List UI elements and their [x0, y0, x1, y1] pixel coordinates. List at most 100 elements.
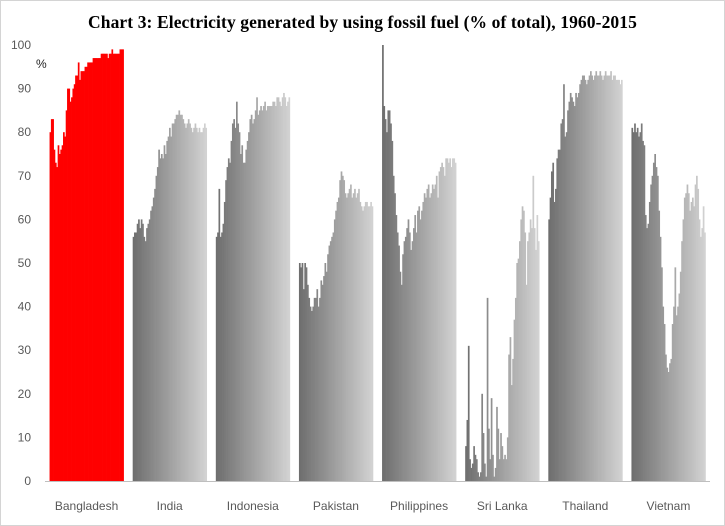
bar-india	[190, 127, 193, 481]
bar-indonesia	[262, 106, 265, 481]
bar-thailand	[583, 75, 585, 482]
bar-sri-lanka	[529, 219, 532, 481]
bar-philippines	[430, 193, 433, 482]
bar-indonesia	[260, 106, 262, 481]
bar-bangladesh	[84, 66, 87, 482]
bar-pakistan	[356, 193, 359, 482]
bar-vietnam	[665, 354, 667, 481]
bar-india	[163, 145, 166, 481]
bar-pakistan	[336, 201, 339, 481]
bar-indonesia	[240, 154, 242, 481]
bar-india	[142, 223, 144, 481]
bar-bangladesh	[116, 53, 119, 481]
bar-bangladesh	[65, 110, 68, 482]
bar-vietnam	[651, 175, 654, 482]
bar-vietnam	[667, 372, 670, 481]
bar-india	[138, 219, 140, 481]
bar-india	[205, 127, 208, 481]
bar-bangladesh	[80, 71, 83, 481]
x-category-label: Pakistan	[313, 499, 359, 513]
bar-sri-lanka	[536, 215, 539, 482]
bar-philippines	[434, 184, 437, 481]
bar-pakistan	[329, 241, 332, 481]
bar-thailand	[565, 132, 568, 481]
bar-indonesia	[252, 123, 254, 481]
bar-india	[132, 236, 135, 481]
bar-bangladesh	[106, 53, 108, 481]
bar-philippines	[414, 215, 417, 482]
bar-thailand	[551, 171, 553, 481]
bar-indonesia	[258, 110, 261, 482]
bar-philippines	[431, 184, 434, 481]
bar-pakistan	[348, 188, 351, 481]
bar-bangladesh	[99, 58, 102, 481]
bar-indonesia	[217, 232, 219, 481]
bar-vietnam	[673, 306, 675, 481]
bar-india	[139, 228, 142, 481]
bar-indonesia	[250, 114, 253, 481]
bar-india	[195, 127, 198, 481]
y-axis-unit-label: %	[36, 57, 47, 71]
bar-philippines	[419, 219, 422, 481]
bar-sri-lanka	[531, 228, 533, 481]
bar-pakistan	[323, 276, 325, 481]
bar-bangladesh	[60, 149, 63, 481]
bar-india	[159, 158, 162, 482]
bar-bangladesh	[93, 58, 96, 481]
bar-indonesia	[233, 119, 235, 482]
bar-bangladesh	[122, 49, 124, 482]
bar-thailand	[552, 162, 555, 481]
y-tick-label: 70	[18, 169, 32, 183]
bar-philippines	[454, 162, 457, 481]
bar-sri-lanka	[493, 476, 496, 481]
bar-indonesia	[245, 149, 248, 481]
bar-philippines	[406, 228, 408, 481]
bar-pakistan	[321, 284, 324, 481]
y-tick-label: 0	[24, 474, 31, 488]
bar-pakistan	[363, 206, 366, 481]
bar-vietnam	[644, 215, 647, 482]
bar-indonesia	[264, 101, 266, 482]
bar-vietnam	[689, 210, 691, 481]
bar-bangladesh	[58, 154, 61, 481]
bar-indonesia	[222, 223, 225, 481]
bar-india	[143, 236, 146, 481]
bar-thailand	[573, 106, 576, 481]
bar-sri-lanka	[466, 419, 469, 481]
bar-pakistan	[350, 184, 352, 481]
bar-philippines	[398, 245, 400, 481]
bar-philippines	[395, 215, 398, 482]
bar-pakistan	[352, 193, 355, 482]
bar-india	[144, 241, 147, 481]
bar-vietnam	[671, 324, 674, 481]
bar-sri-lanka	[484, 463, 486, 481]
bar-vietnam	[685, 193, 687, 482]
bar-bangladesh	[73, 84, 76, 482]
bar-vietnam	[663, 324, 666, 481]
bar-thailand	[577, 92, 580, 482]
bar-sri-lanka	[474, 454, 477, 481]
bar-india	[140, 219, 143, 481]
bar-india	[148, 219, 151, 481]
bar-vietnam	[648, 201, 651, 481]
bar-india	[177, 114, 179, 481]
bar-india	[173, 123, 175, 481]
bar-bangladesh	[68, 88, 71, 481]
bar-sri-lanka	[523, 210, 525, 481]
bar-indonesia	[257, 114, 260, 481]
bar-thailand	[561, 119, 564, 482]
bar-india	[170, 136, 173, 481]
bar-philippines	[445, 158, 447, 482]
bar-bangladesh	[115, 53, 118, 481]
bar-india	[191, 132, 194, 481]
bar-philippines	[441, 162, 443, 481]
bar-pakistan	[305, 267, 308, 481]
bar-sri-lanka	[516, 263, 519, 481]
bar-thailand	[571, 97, 573, 481]
bar-philippines	[386, 132, 388, 481]
bar-bangladesh	[54, 162, 57, 481]
bar-thailand	[604, 71, 607, 481]
bar-india	[136, 223, 139, 481]
bar-indonesia	[229, 162, 231, 481]
